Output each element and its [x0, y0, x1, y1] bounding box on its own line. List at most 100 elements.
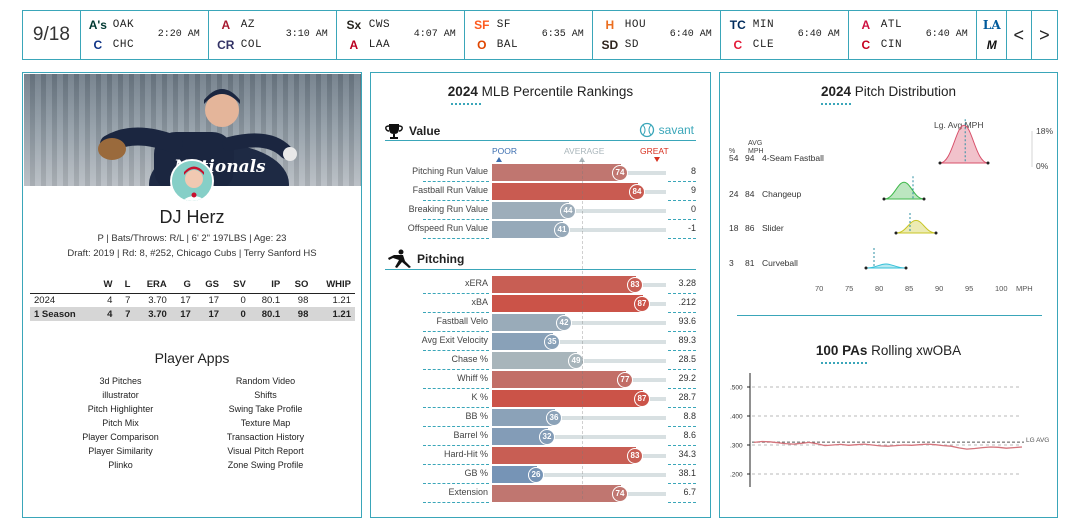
stats-table: W L ERA G GS SV IP SO WHIP 2024 4 7 3.70 17 17 0 80.1 98…	[30, 277, 355, 321]
curve-end-dot	[986, 161, 990, 165]
metric-label[interactable]: Fastball Velo	[436, 316, 488, 326]
player-app-link[interactable]: Visual Pitch Report	[227, 446, 304, 456]
player-app-link[interactable]: Shifts	[254, 390, 277, 400]
team-logo-icon: CR	[217, 38, 235, 52]
player-name: DJ Herz	[159, 207, 225, 227]
x-tick-label: 100	[995, 284, 1008, 293]
scoreboard-date[interactable]: 9/18	[23, 11, 81, 59]
percentile-bubble[interactable]: 87	[634, 390, 650, 407]
metric-label[interactable]: K %	[471, 392, 488, 402]
player-app-link[interactable]: illustrator	[102, 390, 139, 400]
game-time: 2:20 AM	[157, 29, 200, 40]
percentile-bubble[interactable]: 42	[556, 314, 572, 331]
percentile-bubble[interactable]: 77	[617, 371, 633, 388]
player-draft: Draft: 2019 | Rd: 8, #252, Chicago Cubs …	[67, 248, 317, 259]
percentile-title-text: MLB Percentile Rankings	[481, 84, 634, 99]
player-app-link[interactable]: Zone Swing Profile	[227, 460, 304, 470]
stats-cell: 1.21	[312, 307, 355, 321]
prev-games-button[interactable]: <	[1007, 11, 1032, 59]
stats-cell: 4	[94, 307, 117, 321]
player-app-link[interactable]: 3d Pitches	[99, 376, 142, 386]
metric-label[interactable]: Breaking Run Value	[408, 204, 488, 214]
pitcher-icon	[388, 249, 411, 268]
stats-header-cell[interactable]: G	[170, 277, 195, 294]
metric-label[interactable]: Whiff %	[457, 373, 488, 383]
stats-header-cell[interactable]: SO	[284, 277, 313, 294]
player-app-link[interactable]: Pitch Mix	[102, 418, 139, 428]
scoreboard-game[interactable]: A ATL C CIN 6:40 AM	[849, 11, 977, 59]
metric-label[interactable]: Offspeed Run Value	[407, 223, 488, 233]
metric-label[interactable]: Extension	[448, 487, 488, 497]
player-app-link[interactable]: Pitch Highlighter	[87, 404, 154, 414]
player-apps-title: Player Apps	[154, 350, 230, 366]
savant-logo[interactable]: savant	[639, 122, 694, 138]
metric-label[interactable]: Hard-Hit %	[443, 449, 488, 459]
percentile-bubble[interactable]: 36	[546, 409, 562, 426]
metric-label[interactable]: Pitching Run Value	[412, 166, 488, 176]
metric-label[interactable]: xBA	[471, 297, 488, 307]
stats-cell: 0	[223, 307, 250, 321]
scoreboard-game[interactable]: TC MIN C CLE 6:40 AM	[721, 11, 849, 59]
player-app-link[interactable]: Texture Map	[240, 418, 291, 428]
metric-label[interactable]: Fastball Run Value	[412, 185, 488, 195]
player-app-link[interactable]: Player Similarity	[88, 446, 153, 456]
metric-label[interactable]: xERA	[464, 278, 488, 288]
percentile-bar	[492, 371, 626, 388]
percentile-bubble[interactable]: 74	[612, 164, 628, 181]
scoreboard-game[interactable]: SF SF O BAL 6:35 AM	[465, 11, 593, 59]
scoreboard-game-partial[interactable]: LA M	[977, 11, 1007, 59]
metric-label[interactable]: GB %	[464, 468, 488, 478]
percentile-bubble[interactable]: 87	[634, 295, 650, 312]
rolling-title-text: Rolling xwOBA	[871, 343, 962, 358]
games-list: A's OAK C CHC 2:20 AM A AZ CR COL 3:10 AM Sx CWS A LA…	[81, 11, 977, 59]
scoreboard-game[interactable]: A's OAK C CHC 2:20 AM	[81, 11, 209, 59]
lg-avg-rolling-label: LG AVG	[1026, 437, 1049, 444]
pitch-pct: 3	[729, 258, 734, 268]
stats-header-cell[interactable]: GS	[194, 277, 224, 294]
scoreboard-game[interactable]: Sx CWS A LAA 4:07 AM	[337, 11, 465, 59]
player-app-link[interactable]: Random Video	[235, 376, 296, 386]
metric-label[interactable]: Avg Exit Velocity	[421, 335, 488, 345]
metric-label[interactable]: Barrel %	[453, 430, 488, 440]
stats-cell: 80.1	[249, 307, 285, 321]
player-app-link[interactable]: Player Comparison	[82, 432, 159, 442]
stats-header-cell[interactable]: IP	[249, 277, 285, 294]
metric-label[interactable]: BB %	[465, 411, 488, 421]
player-app-link[interactable]: Transaction History	[226, 432, 305, 442]
percentile-bubble[interactable]: 41	[554, 221, 570, 238]
home-team-abbr: LAA	[368, 39, 391, 51]
team-logo-icon: A	[349, 38, 359, 52]
scoreboard-game[interactable]: H HOU SD SD 6:40 AM	[593, 11, 721, 59]
stats-header-cell[interactable]: SV	[223, 277, 250, 294]
percentile-bar	[492, 183, 638, 200]
percentile-bubble[interactable]: 83	[627, 447, 643, 464]
stats-header-cell[interactable]: L	[116, 277, 135, 294]
team-logo-icon: SF	[474, 18, 490, 32]
percentile-bubble[interactable]: 32	[539, 428, 555, 445]
percentile-bar	[492, 352, 577, 369]
scoreboard-game[interactable]: A AZ CR COL 3:10 AM	[209, 11, 337, 59]
percentile-bubble[interactable]: 74	[612, 485, 628, 502]
stats-cell: 98	[284, 307, 313, 321]
next-games-button[interactable]: >	[1039, 24, 1050, 45]
percentile-bubble[interactable]: 44	[560, 202, 576, 219]
player-app-link[interactable]: Swing Take Profile	[228, 404, 303, 414]
percentile-bar	[492, 221, 563, 238]
percentile-bubble[interactable]: 26	[528, 466, 544, 483]
home-team-abbr: COL	[240, 39, 263, 51]
player-app-link[interactable]: Plinko	[108, 460, 133, 470]
stats-header-cell[interactable]	[30, 277, 95, 294]
home-team-abbr: CHC	[112, 39, 135, 51]
stats-header-cell[interactable]: W	[94, 277, 117, 294]
percentile-bubble[interactable]: 83	[627, 276, 643, 293]
stats-header-cell[interactable]: ERA	[134, 277, 171, 294]
percentile-bubble[interactable]: 49	[568, 352, 584, 369]
percentile-track	[492, 473, 666, 477]
stats-cell: 7	[116, 307, 135, 321]
stats-header-cell[interactable]: WHIP	[312, 277, 355, 294]
x-tick-label: 90	[935, 284, 943, 293]
stats-cell: 17	[170, 307, 195, 321]
percentile-bubble[interactable]: 84	[629, 183, 645, 200]
percentile-bubble[interactable]: 35	[544, 333, 560, 350]
metric-label[interactable]: Chase %	[451, 354, 488, 364]
